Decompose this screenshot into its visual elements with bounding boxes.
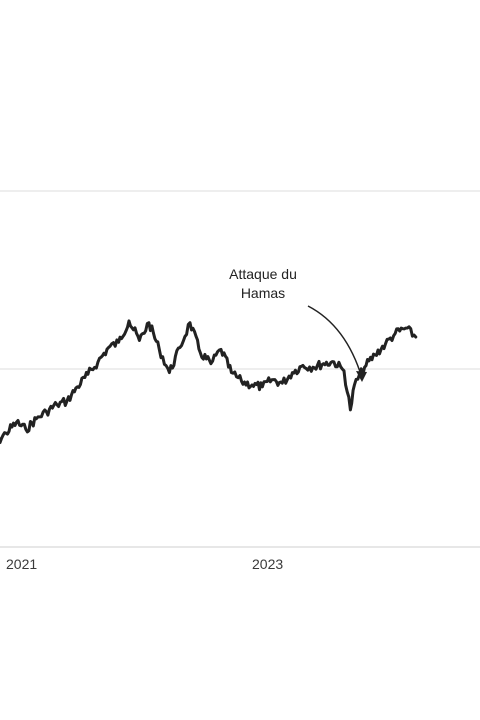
- x-tick-label-2023: 2023: [252, 556, 283, 572]
- annotation-label-line-2: Hamas: [241, 285, 285, 301]
- annotation-arrowhead: [356, 371, 367, 382]
- series-line-0: [0, 319, 418, 445]
- annotation-label-line-1: Attaque du: [229, 266, 297, 282]
- x-tick-label-2021: 2021: [6, 556, 37, 572]
- series-layer: [0, 319, 418, 445]
- annotation-hamas-attack: Attaque du Hamas: [229, 266, 367, 382]
- annotation-arrow: [307, 305, 363, 379]
